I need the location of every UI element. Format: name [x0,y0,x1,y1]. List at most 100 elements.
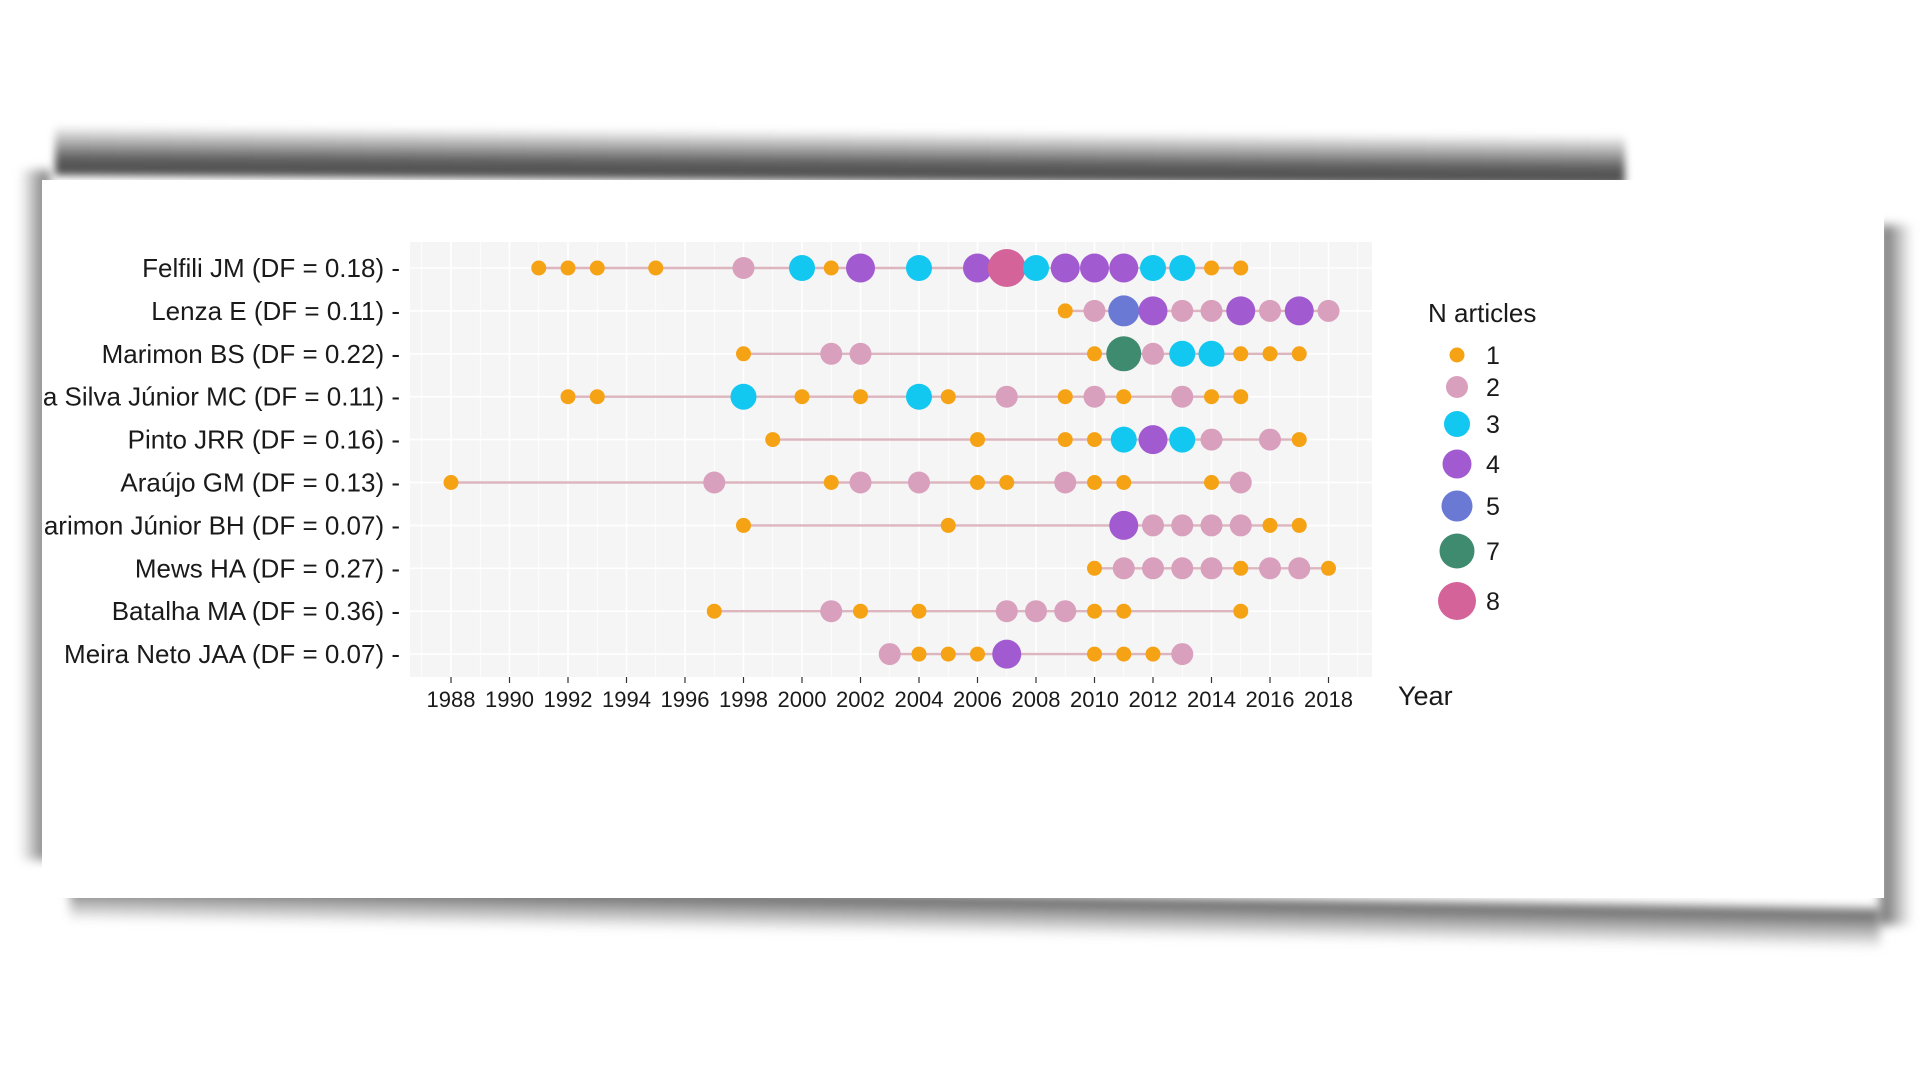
data-point [1108,295,1140,327]
data-point [1112,557,1135,580]
data-point [940,517,956,533]
data-point [823,260,839,276]
x-tick-label: 2014 [1187,687,1236,712]
data-point [1109,253,1139,283]
data-point [730,383,757,410]
y-axis-labels: Felfili JM (DF = 0.18) - Lenza E (DF = 0.… [42,253,400,669]
data-point [1233,389,1249,405]
data-point [736,517,751,533]
data-point [1169,426,1196,453]
data-point [1050,253,1080,283]
data-point [1057,303,1073,319]
data-point [1106,336,1142,372]
y-tick-label: Batalha MA (DF = 0.36) - [112,596,400,626]
data-point [736,346,751,362]
data-point [1140,255,1166,281]
x-tick-label: 2018 [1304,687,1353,712]
y-tick-label: Lenza E (DF = 0.11) - [151,296,400,326]
data-point [1023,255,1049,281]
data-point [995,600,1018,623]
data-point [1233,603,1249,619]
data-point [911,646,927,662]
data-point [765,432,781,448]
data-point [878,643,901,666]
data-point [992,639,1022,669]
data-point [906,383,932,410]
data-point [1200,514,1223,537]
data-point [1229,471,1252,494]
data-point [1138,296,1168,326]
data-point [1200,299,1223,322]
data-point [1291,346,1307,362]
data-point [1321,560,1336,576]
legend-key [1438,582,1476,620]
legend-label: 7 [1486,538,1500,566]
data-point [970,432,985,448]
legend-label: 4 [1486,451,1500,479]
data-point [849,471,872,494]
data-point [1087,646,1102,662]
page-shadow-right [1880,225,1912,925]
x-tick-label: 2006 [953,687,1002,712]
data-point [1057,389,1073,405]
data-point [1116,646,1132,662]
data-point [1087,560,1102,576]
legend-key [1442,449,1472,479]
data-point [443,475,459,490]
legend-key [1441,490,1473,522]
legend-title: N articles [1428,298,1536,328]
data-point [1259,428,1281,451]
data-point [970,646,985,662]
page-shadow-top [55,125,1625,185]
legend-key [1449,347,1465,363]
data-point [1200,428,1223,451]
legend-label: 3 [1486,411,1500,439]
data-point [995,385,1018,408]
data-point [1142,342,1164,365]
x-tick-label: 2016 [1246,687,1295,712]
data-point [732,257,755,279]
chart-card: Felfili JM (DF = 0.18) - Lenza E (DF = 0.… [42,180,1884,898]
data-point [1291,432,1307,448]
data-point [911,603,927,619]
data-point [1054,471,1077,494]
data-point [531,260,547,276]
data-point [1198,340,1225,367]
data-point [1200,557,1223,580]
legend-label: 2 [1486,374,1500,402]
data-point [1025,600,1047,623]
data-point [1226,296,1256,326]
data-point [963,253,992,283]
data-point [823,475,839,490]
data-point [1054,600,1077,623]
y-tick-label: Felfili JM (DF = 0.18) - [142,253,400,283]
data-point [970,475,985,490]
data-point [1087,346,1102,362]
data-point [1169,340,1196,367]
legend-key [1439,533,1475,569]
data-point [1291,517,1307,533]
data-point [1116,475,1132,490]
data-point [1233,260,1249,276]
data-point [703,471,726,494]
data-point [1142,557,1164,580]
data-point [1109,510,1139,540]
data-point [999,475,1015,490]
y-tick-label: Araújo GM (DF = 0.13) - [120,468,400,498]
legend-label: 1 [1486,342,1500,370]
data-point [589,260,605,276]
y-tick-label: Marimon BS (DF = 0.22) - [102,339,400,369]
data-point [1171,299,1194,322]
data-point [1171,385,1194,408]
data-point [1145,646,1161,662]
data-point [1262,346,1278,362]
data-point [1171,557,1194,580]
legend-label: 5 [1486,493,1500,521]
data-points [443,249,1340,669]
data-point [1087,432,1102,448]
data-point [1169,255,1196,281]
data-point [820,600,843,623]
y-tick-label: Meira Neto JAA (DF = 0.07) - [64,639,400,669]
data-point [846,253,875,283]
data-point [1116,389,1132,405]
